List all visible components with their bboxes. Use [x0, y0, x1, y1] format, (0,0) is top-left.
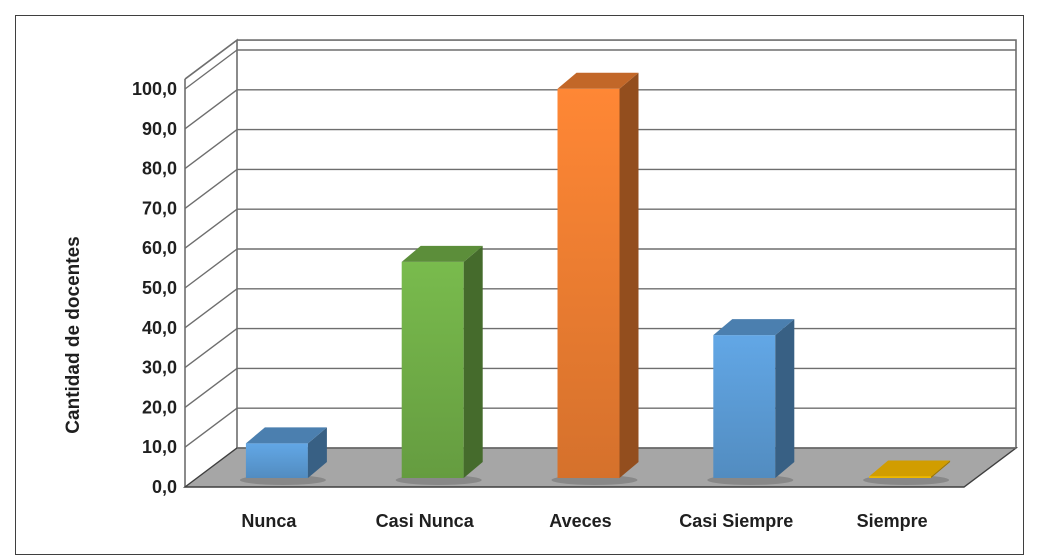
bar-front — [869, 476, 932, 478]
y-axis-label: Cantidad de docentes — [63, 236, 84, 433]
x-category-label: Casi Nunca — [376, 511, 475, 531]
gridline-side — [184, 49, 238, 90]
bar-front — [401, 261, 464, 478]
bar-top — [401, 245, 483, 262]
y-tick-label: 0,0 — [152, 477, 177, 497]
bar-front — [713, 335, 776, 478]
bar-side — [463, 245, 483, 478]
bar-top — [869, 460, 951, 477]
gridline-side — [184, 328, 238, 369]
y-tick-label: 30,0 — [142, 358, 177, 378]
y-tick-label: 20,0 — [142, 397, 177, 417]
y-tick-label: 90,0 — [142, 119, 177, 139]
gridline-side — [184, 407, 238, 448]
side-wall — [184, 38, 238, 448]
gridline-side — [184, 129, 238, 170]
gridline-side — [184, 288, 238, 329]
bar-casi-siempre — [707, 319, 795, 485]
x-category-label: Nunca — [241, 511, 297, 531]
bar-siempre — [863, 460, 951, 485]
bar-side — [931, 460, 951, 478]
bar-side — [775, 319, 795, 478]
bar-aveces — [551, 72, 639, 485]
bar-side — [619, 72, 639, 479]
y-tick-label: 70,0 — [142, 198, 177, 218]
y-tick-labels: 0,0 10,0 20,0 30,0 40,0 50,0 60,0 70,0 80,0 90,0 1… — [132, 79, 177, 497]
y-tick-label: 10,0 — [142, 437, 177, 457]
bar-front — [245, 443, 308, 478]
gridline-side — [184, 248, 238, 289]
gridline-side — [184, 168, 238, 209]
bar-top — [713, 319, 795, 336]
gridline-side — [184, 367, 238, 408]
gridline-side — [184, 89, 238, 130]
y-tick-label: 50,0 — [142, 278, 177, 298]
bars — [239, 72, 951, 485]
bar-front — [557, 88, 620, 479]
y-tick-label: 80,0 — [142, 159, 177, 179]
bar-side — [307, 427, 327, 478]
bar-top — [557, 72, 639, 89]
bar-casi-nunca — [395, 245, 483, 485]
back-wall — [237, 39, 1017, 448]
y-tick-label: 40,0 — [142, 318, 177, 338]
chart-walls — [184, 38, 1017, 448]
x-category-label: Casi Siempre — [679, 511, 793, 531]
y-tick-label: 60,0 — [142, 238, 177, 258]
gridline-side — [184, 208, 238, 249]
bar-nunca — [239, 427, 327, 485]
y-tick-label: 100,0 — [132, 79, 177, 99]
x-category-label: Siempre — [857, 511, 928, 531]
x-category-labels: Nunca Casi Nunca Aveces Casi Siempre Siempre — [241, 511, 927, 531]
x-category-label: Aveces — [549, 511, 611, 531]
bar-top — [245, 427, 327, 444]
